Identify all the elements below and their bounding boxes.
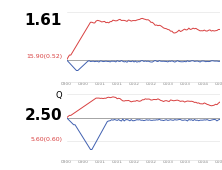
Text: 5.60(0.60): 5.60(0.60) [30,137,62,142]
Text: 1.61: 1.61 [25,13,62,28]
Text: 15.90(0.52): 15.90(0.52) [26,54,62,59]
Text: 2.50: 2.50 [25,108,62,123]
Text: Q: Q [56,91,62,100]
